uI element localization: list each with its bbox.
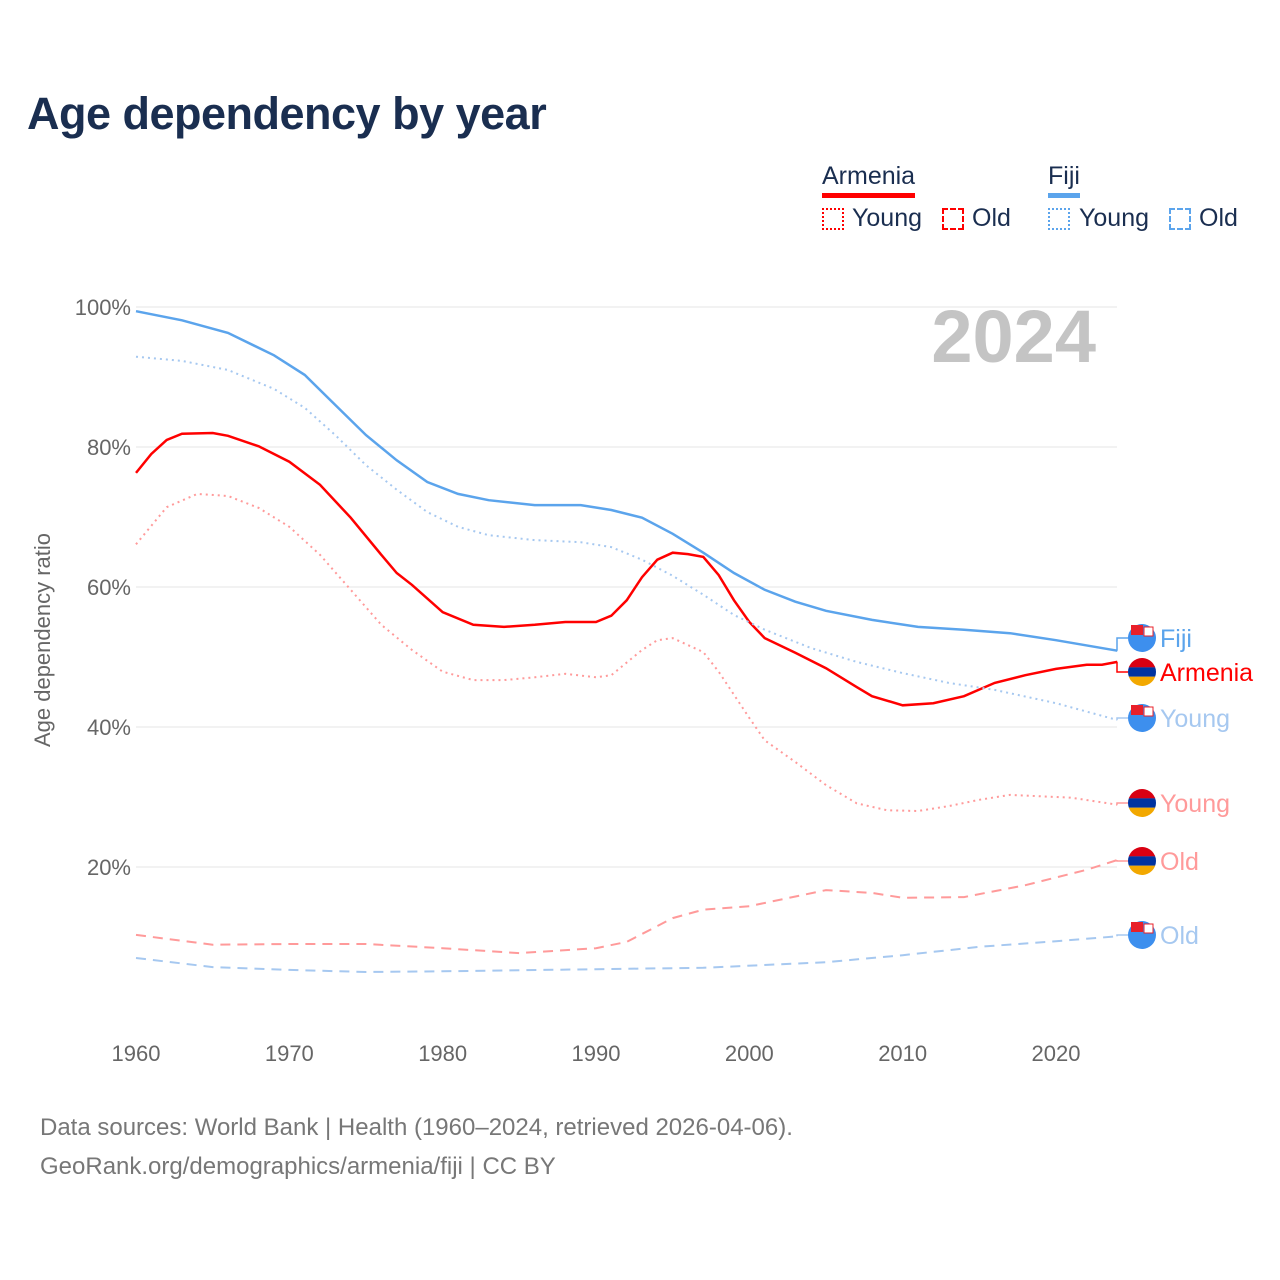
- series-line-armenia-young: [135, 492, 1118, 813]
- series-line-armenia-old: [135, 859, 1118, 955]
- leader-line: [1116, 860, 1128, 862]
- x-tick-label: 1980: [418, 1041, 467, 1066]
- legend-swatch-dashed: [1169, 208, 1191, 230]
- legend-fiji-old[interactable]: Old: [1199, 204, 1238, 232]
- legend-swatch-dashed: [942, 208, 964, 230]
- series-line-fiji-young: [135, 355, 1118, 721]
- x-tick-label: 2020: [1032, 1041, 1081, 1066]
- legend-armenia[interactable]: Armenia: [822, 162, 916, 198]
- series-line-fiji: [135, 309, 1118, 652]
- armenia-flag-icon: [1128, 847, 1156, 875]
- leader-line: [1116, 717, 1128, 720]
- fiji-flag-icon: [1128, 704, 1156, 732]
- leader-line: [1116, 661, 1128, 673]
- x-tick-label: 2000: [725, 1041, 774, 1066]
- leader-line: [1116, 934, 1128, 937]
- source-line: Data sources: World Bank | Health (1960–…: [40, 1114, 793, 1141]
- y-tick-label: 40%: [87, 715, 131, 740]
- fiji-flag-icon: [1128, 921, 1156, 949]
- legend-swatch-dotted: [822, 208, 844, 230]
- year-label: 2024: [931, 295, 1096, 378]
- armenia-flag-icon: [1128, 658, 1156, 686]
- end-label-armenia-old: Old: [1160, 848, 1199, 876]
- y-tick-label: 80%: [87, 435, 131, 460]
- armenia-flag-icon: [1128, 789, 1156, 817]
- x-tick-label: 1960: [112, 1041, 161, 1066]
- y-tick-label: 100%: [75, 295, 131, 320]
- end-label-armenia-young: Young: [1160, 790, 1230, 818]
- y-tick-label: 20%: [87, 855, 131, 880]
- end-label-fiji-young: Young: [1160, 705, 1230, 733]
- chart-title: Age dependency by year: [27, 88, 547, 139]
- series-line-armenia: [135, 431, 1118, 707]
- x-tick-label: 2010: [878, 1041, 927, 1066]
- legend-fiji[interactable]: Fiji: [1048, 162, 1080, 198]
- legend-armenia-old[interactable]: Old: [972, 204, 1011, 232]
- fiji-flag-icon: [1128, 624, 1156, 652]
- x-tick-label: 1990: [572, 1041, 621, 1066]
- legend-armenia-young[interactable]: Young: [852, 204, 922, 232]
- end-label-fiji-old: Old: [1160, 922, 1199, 950]
- y-axis-label: Age dependency ratio: [30, 533, 55, 747]
- y-tick-label: 60%: [87, 575, 131, 600]
- source-note: Data sources: World Bank | Health (1960–…: [40, 1108, 793, 1186]
- legend-fiji-young[interactable]: Young: [1079, 204, 1149, 232]
- series-line-fiji-old: [135, 935, 1118, 974]
- legend-swatch-dotted: [1048, 208, 1070, 230]
- end-label-armenia: Armenia: [1160, 659, 1253, 687]
- end-label-fiji: Fiji: [1160, 625, 1192, 653]
- x-tick-label: 1970: [265, 1041, 314, 1066]
- leader-line: [1116, 637, 1128, 651]
- leader-line: [1116, 802, 1128, 805]
- source-link[interactable]: GeoRank.org/demographics/armenia/fiji | …: [40, 1153, 556, 1180]
